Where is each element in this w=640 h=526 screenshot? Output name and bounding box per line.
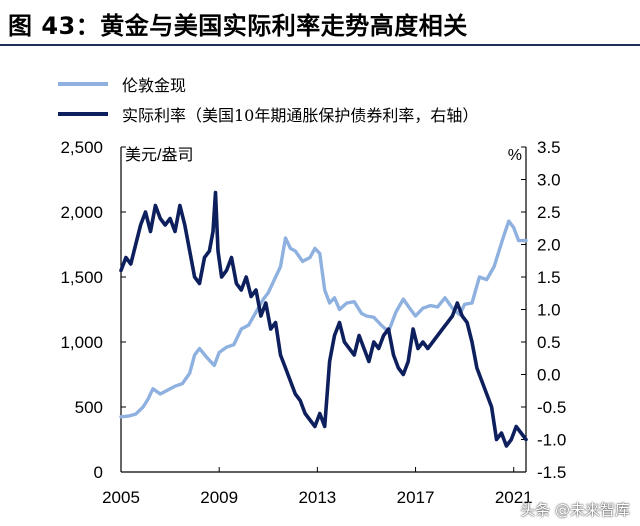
legend-label-rate: 实际利率（美国10年期通胀保护债券利率，右轴） [122,106,479,125]
left-tick-label: 500 [75,398,103,417]
right-axis-unit: % [508,147,522,164]
right-tick-label: -1.0 [537,431,566,450]
x-tick-label: 2017 [397,488,435,507]
right-tick-label: 0.5 [537,333,561,352]
figure-title: 图 43：黄金与美国实际利率走势高度相关 [8,12,468,40]
x-tick-label: 2013 [298,488,336,507]
x-tick-label: 2005 [102,488,140,507]
right-tick-label: 1.5 [537,268,561,287]
watermark: 头条 @未来智库 [520,501,630,519]
legend-swatch-rate [58,112,108,116]
right-tick-label: -0.5 [537,398,566,417]
left-tick-label: 0 [94,463,103,482]
right-tick-label: 3.0 [537,171,561,190]
right-tick-label: 2.5 [537,203,561,222]
left-axis-unit: 美元/盎司 [125,146,193,164]
legend-label-gold: 伦敦金现 [122,76,187,95]
right-tick-label: 2.0 [537,236,561,255]
right-tick-label: -1.5 [537,463,566,482]
legend-swatch-gold [58,82,108,86]
right-tick-label: 3.5 [537,138,561,157]
gold-price-line [119,219,528,419]
x-tick-label: 2021 [495,488,533,507]
right-tick-label: 1.0 [537,301,561,320]
left-tick-label: 2,500 [60,138,103,157]
right-tick-label: 0.0 [537,366,561,385]
left-tick-label: 1,500 [60,268,103,287]
real-rate-line [119,190,528,448]
left-tick-label: 1,000 [60,333,103,352]
left-tick-label: 2,000 [60,203,103,222]
title-bar: 图 43：黄金与美国实际利率走势高度相关 [0,0,640,46]
x-tick-label: 2009 [200,488,238,507]
